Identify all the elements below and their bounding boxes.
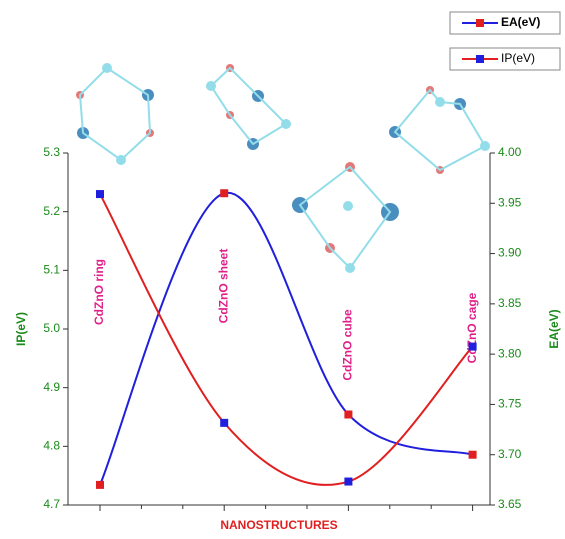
y-tick-label: 5.2: [43, 204, 60, 218]
legend-label: IP(eV): [501, 51, 535, 65]
legend-marker: [476, 19, 484, 27]
y2-tick-label: 3.95: [498, 195, 522, 209]
series-line: [100, 193, 473, 485]
y-tick-label: 4.9: [43, 380, 60, 394]
point-marker: [220, 419, 228, 427]
y2-tick-label: 3.80: [498, 346, 522, 360]
chart: NANOSTRUCTURES IP(eV) EA(eV) 4.7 4.8 4.9 5.…: [0, 0, 565, 539]
point-marker: [344, 478, 352, 486]
category-label: CdZnO sheet: [216, 249, 230, 324]
point-marker: [96, 481, 104, 489]
point-marker: [220, 189, 228, 197]
y2-tick-label: 3.90: [498, 246, 522, 260]
molecule-icons: [76, 63, 490, 273]
point-marker: [344, 410, 352, 418]
y-axis-label: IP(eV): [14, 312, 28, 346]
category-label: CdZnO cube: [341, 309, 355, 381]
point-marker: [469, 451, 477, 459]
y2-tick-label: 4.00: [498, 145, 522, 159]
y-tick-label: 4.7: [43, 497, 60, 511]
point-marker: [96, 190, 104, 198]
x-axis-label: NANOSTRUCTURES: [220, 518, 337, 532]
y2-tick-label: 3.70: [498, 447, 522, 461]
category-label: CdZnO ring: [92, 259, 106, 325]
legend-label: EA(eV): [501, 15, 540, 29]
legend-marker: [476, 55, 484, 63]
point-marker: [469, 343, 477, 351]
y-tick-label: 4.8: [43, 439, 60, 453]
y2-tick-label: 3.75: [498, 397, 522, 411]
y-tick-label: 5.1: [43, 263, 60, 277]
y-tick-label: 5.0: [43, 321, 60, 335]
y2-tick-label: 3.65: [498, 497, 522, 511]
y2-tick-label: 3.85: [498, 296, 522, 310]
y-tick-label: 5.3: [43, 145, 60, 159]
series-line: [100, 194, 473, 485]
y2-axis-label: EA(eV): [547, 309, 561, 348]
